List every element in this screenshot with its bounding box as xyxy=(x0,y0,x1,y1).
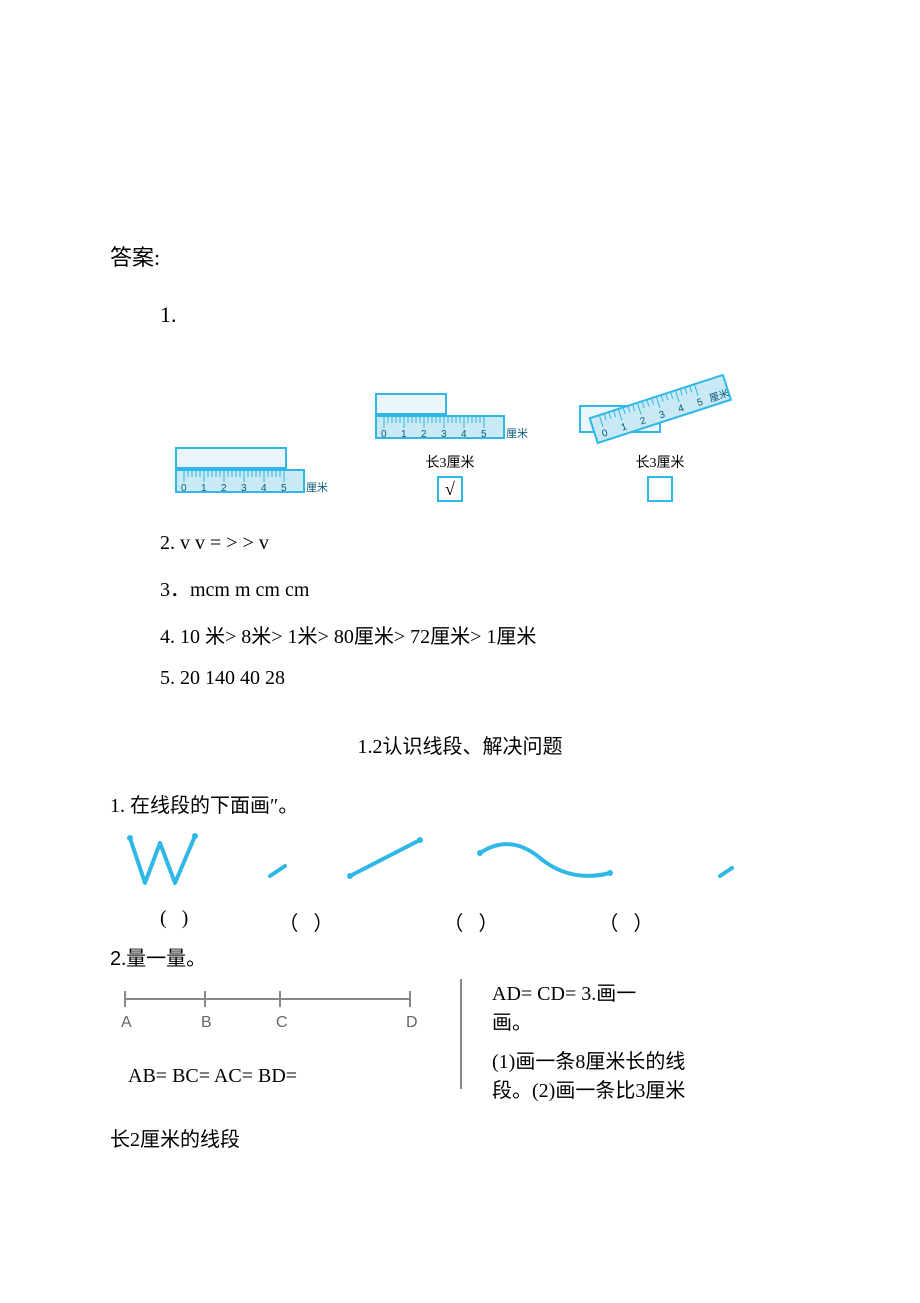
bracket-3: （ ） xyxy=(443,907,498,936)
bracket-2: （ ） xyxy=(278,907,333,936)
q3-line: 3．mcm m cm cm xyxy=(160,573,810,602)
q1-number: 1. xyxy=(160,302,810,328)
rulers-row: 0 1 2 3 4 5 厘米 xyxy=(170,358,810,502)
ab-line: AB= BC= AC= BD= xyxy=(128,1065,430,1088)
svg-text:2: 2 xyxy=(221,483,227,494)
right-line2: 画。 xyxy=(492,1006,810,1035)
checkmark-icon: √ xyxy=(445,480,455,498)
right-line3: (1)画一条8厘米长的线 xyxy=(492,1045,810,1074)
q5-line: 5. 20 140 40 28 xyxy=(160,667,810,690)
seg-q2-number: 2 xyxy=(110,948,121,970)
svg-text:5: 5 xyxy=(481,429,487,440)
ruler-2: 0 1 2 3 4 5 厘米 长3厘米 √ xyxy=(370,388,530,502)
ruler-3-checkbox xyxy=(647,476,673,502)
svg-text:1: 1 xyxy=(201,483,207,494)
segment-svg: A B C D xyxy=(110,977,430,1037)
ruler-2-label: 长3厘米 xyxy=(426,452,475,472)
svg-text:0: 0 xyxy=(181,483,187,494)
svg-text:2: 2 xyxy=(421,429,427,440)
right-line4: 段。(2)画一条比3厘米 xyxy=(492,1074,810,1103)
ruler-3-label: 长3厘米 xyxy=(636,452,685,472)
svg-text:3: 3 xyxy=(241,483,247,494)
vertical-divider xyxy=(460,979,462,1089)
svg-text:5: 5 xyxy=(281,483,287,494)
answers-heading: 答案: xyxy=(110,240,810,272)
ruler-1: 0 1 2 3 4 5 厘米 xyxy=(170,442,330,502)
brackets-row: ( ) （ ） （ ） （ ） xyxy=(110,907,810,936)
svg-text:C: C xyxy=(276,1014,288,1031)
svg-text:厘米: 厘米 xyxy=(506,427,528,440)
q4-line: 4. 10 米> 8米> 1米> 80厘米> 72厘米> 1厘米 xyxy=(160,620,810,649)
svg-text:0: 0 xyxy=(381,429,387,440)
bracket-1: ( ) xyxy=(160,907,188,936)
svg-text:厘米: 厘米 xyxy=(306,481,328,494)
segment-diagram: A B C D AB= BC= AC= BD= xyxy=(110,977,430,1103)
shapes-row: ( ) （ ） （ ） （ ） xyxy=(110,828,810,936)
seg-q1: 1. 在线段的下面画″。 xyxy=(110,789,810,818)
q2-line: 2. v v = > > v xyxy=(160,532,810,555)
ruler-2-checkbox: √ xyxy=(437,476,463,502)
ruler-2-svg: 0 1 2 3 4 5 厘米 xyxy=(370,388,530,448)
last-line: 长2厘米的线段 xyxy=(110,1123,810,1152)
seg-q2-suffix: .量一量。 xyxy=(121,948,206,970)
bracket-4: （ ） xyxy=(598,907,653,936)
seg-q2-label: 2.量一量。 xyxy=(110,942,206,971)
svg-text:4: 4 xyxy=(461,429,467,440)
svg-text:A: A xyxy=(121,1014,132,1031)
right-line1: AD= CD= 3.画一 xyxy=(492,977,810,1006)
section-title: 1.2认识线段、解决问题 xyxy=(110,730,810,759)
ruler-3-svg: 0 1 2 3 4 5 厘米 xyxy=(570,358,750,448)
svg-text:1: 1 xyxy=(401,429,407,440)
right-column: AD= CD= 3.画一 画。 (1)画一条8厘米长的线 段。(2)画一条比3厘… xyxy=(492,977,810,1103)
svg-text:3: 3 xyxy=(441,429,447,440)
ruler-3: 0 1 2 3 4 5 厘米 长3厘米 xyxy=(570,358,750,502)
svg-text:B: B xyxy=(201,1014,212,1031)
shapes-svg xyxy=(110,828,810,898)
svg-text:D: D xyxy=(406,1014,418,1031)
ruler-1-svg: 0 1 2 3 4 5 厘米 xyxy=(170,442,330,502)
svg-text:4: 4 xyxy=(261,483,267,494)
